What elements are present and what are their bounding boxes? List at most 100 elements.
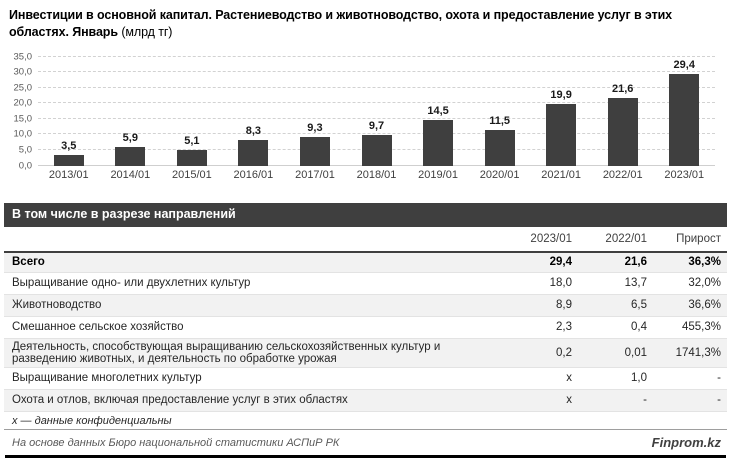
source-note: На основе данных Бюро национальной стати… xyxy=(12,436,340,449)
bar-slot: 9,3 xyxy=(284,57,346,166)
x-tick-label: 2018/01 xyxy=(356,168,397,181)
bar-slot: 11,5 xyxy=(469,57,531,166)
y-tick-label: 15,0 xyxy=(13,113,33,125)
bar xyxy=(423,120,454,166)
chart-plot-area: 3,5 5,9 5,1 8,3 9,3 9,7 14,5 11,5 19,9 21,6 29,4 xyxy=(38,55,715,166)
bar-slot: 14,5 xyxy=(407,57,469,166)
page-title: Инвестиции в основной капитал. Растениев… xyxy=(4,0,727,42)
column-header-empty xyxy=(4,237,503,241)
footnote: x — данные конфиденциальны xyxy=(4,412,727,430)
row-value: 455,3% xyxy=(681,321,721,333)
bar-value-label: 5,9 xyxy=(122,132,138,145)
y-tick-label: 30,0 xyxy=(13,66,33,78)
y-tick-label: 10,0 xyxy=(13,128,33,140)
bar-slot: 29,4 xyxy=(653,57,715,166)
gridline xyxy=(38,86,715,88)
row-value: 1741,3% xyxy=(675,346,721,359)
bar-value-label: 3,5 xyxy=(61,139,77,152)
row-value: 29,4 xyxy=(549,256,572,268)
y-tick-label: 5,0 xyxy=(18,144,32,156)
column-header-growth: Прирост xyxy=(676,232,721,245)
table-row: Всего 29,4 21,6 36,3% xyxy=(4,250,727,273)
table-row: Смешанное сельское хозяйство 2,3 0,4 455,3% xyxy=(4,317,727,339)
row-label: Всего xyxy=(12,256,45,268)
bar xyxy=(238,139,269,166)
table-section-header: В том числе в разрезе направлений xyxy=(4,202,727,227)
bar xyxy=(115,147,146,166)
bar-slot: 8,3 xyxy=(223,57,285,166)
x-tick-label: 2016/01 xyxy=(233,168,274,181)
x-tick-label: 2019/01 xyxy=(418,168,458,181)
row-value: 36,6% xyxy=(688,299,721,311)
table-header-row: 2023/01 2022/01 Прирост xyxy=(4,227,727,251)
bar xyxy=(176,149,207,166)
gridline xyxy=(38,71,715,73)
bar-slot: 9,7 xyxy=(346,57,408,166)
row-value: x xyxy=(566,372,572,384)
x-tick-label: 2020/01 xyxy=(479,168,520,181)
x-tick-label: 2015/01 xyxy=(171,168,212,181)
row-value: 18,0 xyxy=(549,277,572,289)
row-value: - xyxy=(717,394,721,406)
bar-value-label: 29,4 xyxy=(673,58,695,71)
bar-slot: 5,9 xyxy=(100,57,162,166)
row-value: - xyxy=(717,372,721,384)
x-tick-label: 2023/01 xyxy=(664,168,705,181)
table-row: Выращивание многолетних культур x 1,0 - xyxy=(4,368,727,390)
bar xyxy=(299,136,330,166)
bar-value-label: 14,5 xyxy=(427,105,449,118)
row-label: Выращивание одно- или двухлетних культур xyxy=(12,277,251,289)
row-label: Выращивание многолетних культур xyxy=(12,372,202,384)
bar-value-label: 5,1 xyxy=(184,134,200,147)
column-header-2022: 2022/01 xyxy=(605,232,647,245)
y-tick-label: 20,0 xyxy=(13,97,33,109)
page-title-text: Инвестиции в основной капитал. Растениев… xyxy=(9,8,673,40)
bar xyxy=(361,135,392,166)
bar xyxy=(607,98,638,166)
row-label: Животноводство xyxy=(12,299,102,311)
bar xyxy=(53,154,84,166)
column-header-2023: 2023/01 xyxy=(530,232,572,245)
row-value: 13,7 xyxy=(624,277,647,289)
row-value: 1,0 xyxy=(631,372,647,384)
bar-slot: 19,9 xyxy=(530,57,592,166)
bar xyxy=(484,129,515,166)
y-tick-label: 35,0 xyxy=(13,51,33,62)
page-title-unit: (млрд тг) xyxy=(121,25,173,40)
row-value: 0,01 xyxy=(624,346,647,359)
bar xyxy=(669,73,700,166)
table-row: Выращивание одно- или двухлетних культур… xyxy=(4,273,727,295)
x-tick-label: 2017/01 xyxy=(295,168,335,181)
y-axis: 0,0 5,0 10,0 15,0 20,0 25,0 30,0 35,0 xyxy=(8,51,34,171)
bar-value-label: 9,7 xyxy=(368,120,385,133)
row-value: 36,3% xyxy=(688,256,721,268)
y-tick-label: 0,0 xyxy=(18,160,32,171)
x-tick-label: 2014/01 xyxy=(110,168,151,181)
table-body: Всего 29,4 21,6 36,3% Выращивание одно- или … xyxy=(4,250,727,412)
row-value: - xyxy=(643,394,647,406)
x-tick-label: 2013/01 xyxy=(48,168,89,181)
gridline xyxy=(38,117,715,119)
bar-slot: 5,1 xyxy=(161,57,223,166)
x-tick-label: 2022/01 xyxy=(602,168,643,181)
bar xyxy=(546,103,577,166)
footer: На основе данных Бюро национальной стати… xyxy=(4,430,727,456)
row-label: Деятельность, способствующая выращиванию… xyxy=(12,340,441,365)
row-value: 32,0% xyxy=(688,277,721,289)
row-value: x xyxy=(566,394,572,406)
table-row: Животноводство 8,9 6,5 36,6% xyxy=(4,294,727,317)
brand-logo: Finprom.kz xyxy=(651,435,721,451)
row-value: 6,5 xyxy=(631,299,647,311)
gridline xyxy=(38,55,715,57)
bar-value-label: 8,3 xyxy=(245,124,262,137)
bar-slot: 21,6 xyxy=(592,57,654,166)
row-value: 2,3 xyxy=(556,321,572,333)
x-axis: 2013/01 2014/01 2015/01 2016/01 2017/01 2018/… xyxy=(38,169,715,181)
row-label: Смешанное сельское хозяйство xyxy=(12,321,184,333)
row-value: 8,9 xyxy=(556,299,572,311)
table-section-title: В том числе в разрезе направлений xyxy=(12,206,236,221)
bar-series: 3,5 5,9 5,1 8,3 9,3 9,7 14,5 11,5 19,9 21,6 29,4 xyxy=(38,57,715,166)
row-label: Охота и отлов, включая предоставление ус… xyxy=(12,394,348,406)
table-row: Охота и отлов, включая предоставление ус… xyxy=(4,389,727,412)
